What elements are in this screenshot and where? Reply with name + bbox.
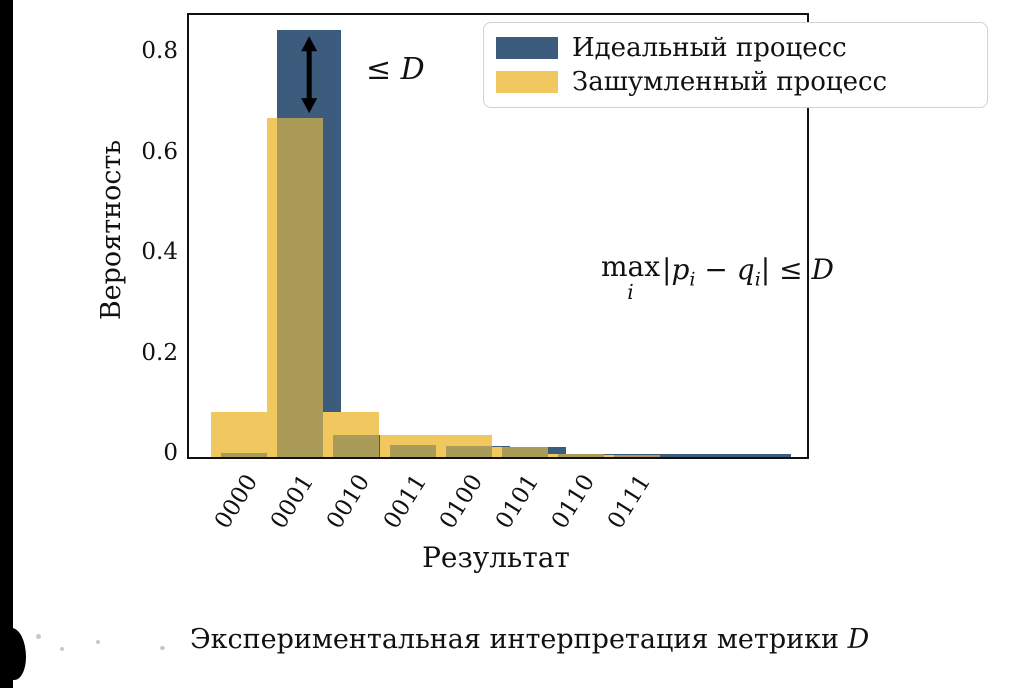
bar-overlap-0010 [333,434,380,457]
max-subscript: i [627,280,634,304]
plot-area [189,15,807,457]
redaction-mark [60,647,64,651]
redaction-mark [96,640,100,644]
arrow-label: ≤ D [366,52,425,87]
bar-overlap-0011 [389,445,436,457]
y-tick-label-0.2: 0.2 [141,339,178,366]
legend-label-ideal: Идеальный процесс [572,33,847,63]
caption-text: Экспериментальная интерпретация метрики [190,624,840,655]
formula-body: |pi − qi| ≤ D [662,253,834,291]
bar-unlabeled-8 [670,453,735,457]
legend-swatch-noisy [496,71,558,93]
bar-overlap-0000 [221,453,267,457]
y-axis-title: Вероятность [96,139,127,321]
redaction-mark [36,634,41,639]
max-operator: max i [601,250,661,304]
bar-overlap-0100 [445,446,492,457]
y-tick-label-0.8: 0.8 [141,38,178,65]
y-tick-label-0: 0 [163,440,178,466]
x-axis-title: Результат [422,541,570,574]
bar-overlap-0101 [502,447,548,457]
caption-metric-symbol: D [847,624,870,655]
legend-swatch-ideal [496,37,558,59]
bar-overlap-0110 [558,454,605,457]
legend-item-ideal: Идеальный процесс [496,31,973,65]
legend-item-noisy: Зашумленный процесс [496,65,973,99]
bar-overlap-0001 [277,118,324,457]
figure-caption: Экспериментальная интерпретация метрики … [190,624,869,655]
y-tick-label-0.6: 0.6 [141,138,178,165]
legend-label-noisy: Зашумленный процесс [572,67,888,97]
redaction-blob [0,628,26,680]
bar-unlabeled-9 [726,453,791,457]
max-text: max [601,250,661,283]
scan-edge-bar [0,0,13,688]
legend-box: Идеальный процесс Зашумленный процесс [483,22,988,108]
redaction-mark [160,646,165,650]
y-tick-label-0.4: 0.4 [141,239,178,266]
formula-annotation: max i |pi − qi| ≤ D [601,250,834,304]
bar-noisy-0000 [211,411,267,457]
bar-overlap-0111 [614,454,661,457]
double-arrow-annotation [301,36,318,114]
